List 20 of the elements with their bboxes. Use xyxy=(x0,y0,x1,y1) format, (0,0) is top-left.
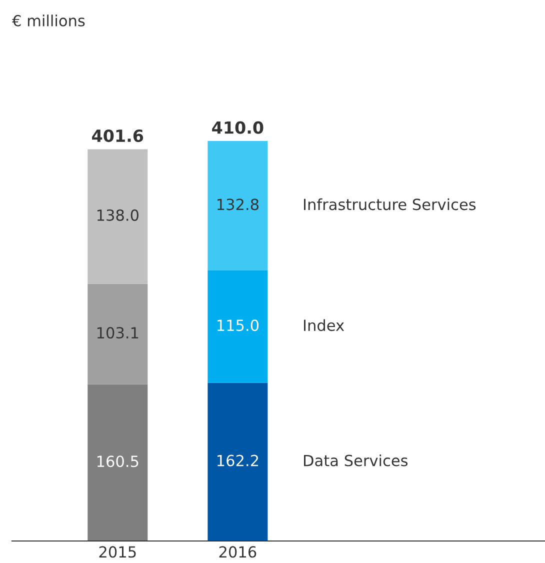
bar xyxy=(208,141,268,271)
total-label: 410.0 xyxy=(212,121,264,134)
bar xyxy=(208,382,268,541)
text: Infrastructure Services xyxy=(304,198,476,210)
total-label: 401.6 xyxy=(92,129,144,142)
data-label: 162.2 xyxy=(217,454,258,466)
x-tick-label: 2016 xyxy=(219,546,256,558)
bar xyxy=(88,149,148,284)
data-label: 160.5 xyxy=(97,456,138,468)
data-label: 138.0 xyxy=(97,209,138,221)
bar xyxy=(88,284,148,384)
text: € millions xyxy=(12,14,85,26)
bar xyxy=(88,384,148,541)
data-label: 103.1 xyxy=(97,327,138,339)
bar xyxy=(208,270,268,383)
data-label: 132.8 xyxy=(217,198,259,210)
text: Index xyxy=(304,319,344,332)
x-tick-label: 2015 xyxy=(99,546,136,558)
text: Data Services xyxy=(304,454,408,466)
data-label: 115.0 xyxy=(217,320,259,332)
